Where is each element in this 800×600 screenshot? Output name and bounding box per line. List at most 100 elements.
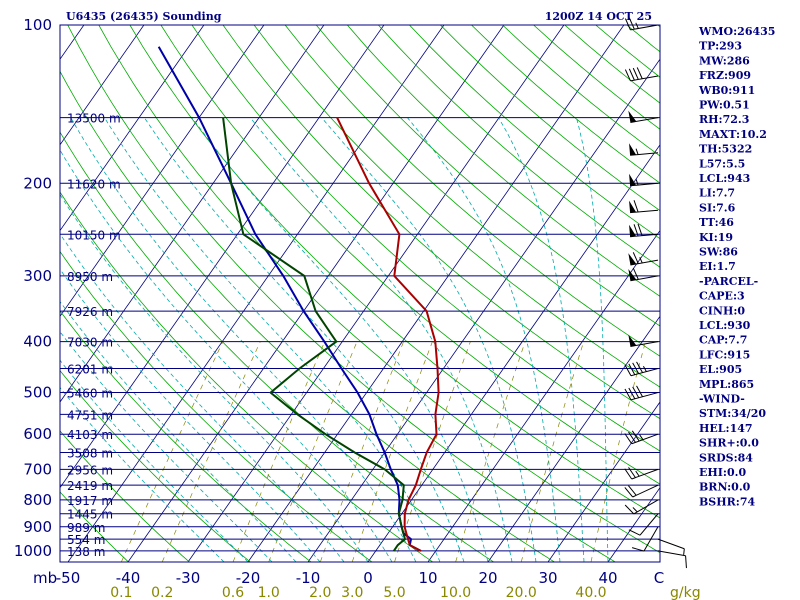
- dry-adiabat-line: [595, 25, 660, 78]
- pressure-tick-label: 900: [23, 518, 52, 536]
- valid-time: 1200Z 14 OCT 25: [545, 10, 652, 23]
- index-item: STM:34/20: [699, 407, 766, 420]
- wind-barb-shaft: [630, 392, 659, 401]
- isotherm-line: [60, 25, 325, 403]
- wind-barb-flag: [632, 252, 639, 264]
- wind-barb: [657, 538, 685, 555]
- pressure-tick-label: 100: [23, 16, 52, 34]
- wind-barb-shaft: [630, 75, 659, 82]
- wind-barb-flag: [624, 18, 631, 31]
- dry-adiabat-line: [191, 25, 660, 452]
- dry-adiabat-line: [378, 25, 660, 268]
- height-label: 2419 m: [67, 479, 113, 493]
- isotherm-line: [487, 315, 660, 562]
- index-item: MAXT:10.2: [699, 128, 767, 141]
- index-item: CINH:0: [699, 304, 745, 317]
- dry-adiabat-line: [60, 310, 312, 562]
- mixing-ratio-line: [319, 341, 404, 562]
- index-item: EL:905: [699, 363, 742, 376]
- index-item: WMO:26435: [698, 25, 775, 38]
- wind-barb-flag: [632, 67, 639, 80]
- temperature-tick-label: -30: [176, 569, 201, 587]
- pressure-tick-label: 700: [23, 460, 52, 478]
- dry-adiabat-line: [60, 70, 555, 562]
- height-label: 5460 m: [67, 387, 113, 401]
- dry-adiabat-line: [60, 191, 433, 562]
- dry-adiabat-line: [160, 25, 660, 485]
- wind-barb: [624, 430, 659, 445]
- index-item: HEL:147: [699, 422, 753, 435]
- temperature-tick-label: -20: [236, 569, 261, 587]
- wind-barb-flag: [628, 363, 636, 375]
- pressure-tick-label: 200: [23, 174, 52, 192]
- wind-barb-flag: [628, 467, 636, 478]
- mixing-ratio-tick-label: 40.0: [575, 585, 606, 600]
- mixing-ratio-tick-label: 0.1: [110, 585, 132, 600]
- dry-adiabat-line: [60, 250, 373, 562]
- wind-barb-flag: [637, 223, 643, 236]
- wind-barb-flag: [628, 431, 636, 443]
- index-item: CAP:7.7: [699, 334, 747, 347]
- moist-adiabat-line: [70, 117, 417, 562]
- wind-barb-flag: [624, 487, 634, 498]
- wind-barb-flag: [624, 504, 635, 515]
- wind-barb-shaft: [630, 233, 659, 238]
- wind-barb: [628, 110, 659, 123]
- temperature-tick-label: 0: [363, 569, 373, 587]
- index-item: TH:5322: [699, 143, 752, 156]
- mixing-ratio-line: [120, 341, 224, 562]
- isotherm-line: [60, 25, 145, 146]
- wind-barb: [657, 550, 687, 569]
- moist-adiabat-line: [321, 117, 537, 562]
- index-item: KI:19: [699, 231, 733, 244]
- moist-adiabat-line: [407, 117, 561, 562]
- wind-barb-half-flag: [639, 257, 643, 264]
- temperature-tick-label: 20: [478, 569, 497, 587]
- dry-adiabat-line: [253, 25, 660, 388]
- wind-barb-flag: [624, 69, 631, 82]
- wind-barb-pennant: [629, 143, 637, 156]
- temperature-unit-label: C: [654, 569, 664, 587]
- wind-barb-flag: [632, 267, 639, 280]
- mixing-ratio-tick-label: 0.2: [151, 585, 173, 600]
- isotherm-line: [307, 58, 660, 562]
- height-label: 2956 m: [67, 463, 113, 477]
- dry-adiabat-line: [315, 25, 660, 327]
- wind-barb-flag: [624, 468, 633, 480]
- pressure-unit-label: mb: [33, 569, 57, 587]
- wind-barb-half-flag: [635, 470, 640, 477]
- temperature-trace: [336, 117, 440, 552]
- height-label: 3508 m: [67, 446, 113, 460]
- index-item: SI:7.6: [699, 201, 736, 214]
- wind-barb-flag: [624, 388, 632, 401]
- wind-barb-flag: [628, 68, 635, 81]
- wind-barb: [628, 252, 659, 266]
- wind-barbs: [624, 17, 687, 569]
- dry-adiabat-line: [98, 25, 660, 554]
- wind-barb-pennant: [629, 224, 637, 237]
- wind-barb-flag: [631, 430, 640, 442]
- temperature-tick-label: -10: [296, 569, 321, 587]
- moist-adiabat-line: [191, 117, 489, 562]
- height-label: 8950 m: [67, 270, 113, 284]
- wind-barb: [624, 484, 659, 498]
- mixing-ratio-line: [161, 341, 261, 562]
- wind-barb: [624, 385, 659, 401]
- wind-barb: [628, 513, 659, 536]
- wind-barb-shaft: [632, 484, 659, 498]
- mixing-ratio-tick-label: 10.0: [440, 585, 471, 600]
- wind-barb: [624, 467, 659, 480]
- isotherm-line: [247, 25, 625, 562]
- dry-adiabat-line: [60, 491, 129, 562]
- plot-frame: [59, 24, 661, 563]
- index-item: LCL:943: [699, 172, 750, 185]
- isotherm-line: [427, 229, 660, 562]
- index-item: SW:86: [699, 246, 738, 259]
- wind-barb-shaft: [639, 513, 659, 536]
- index-item: LI:7.7: [699, 187, 735, 200]
- index-item: TT:46: [699, 216, 734, 229]
- isotherm-line: [60, 25, 265, 317]
- temperature-tick-label: -40: [116, 569, 141, 587]
